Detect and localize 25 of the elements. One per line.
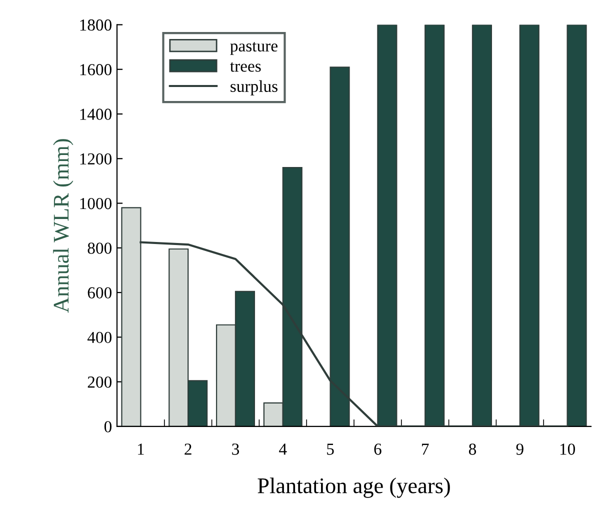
x-tick-label: 7: [422, 444, 429, 455]
x-axis-title: Plantation age (years): [258, 478, 450, 498]
x-tick-label: 2: [184, 444, 192, 455]
x-tick-label: 10: [560, 444, 575, 455]
y-tick-label: 1000: [80, 198, 112, 210]
x-tick-label: 3: [232, 444, 240, 455]
legend-label: surplus: [230, 80, 278, 96]
x-tick-label: 6: [374, 444, 382, 455]
x-tick-label: 4: [279, 444, 287, 455]
y-axis-title: Annual WLR (mm): [53, 139, 74, 313]
x-tick-label: 5: [327, 444, 334, 455]
y-tick-label: 1200: [80, 153, 112, 165]
y-tick-label: 1600: [80, 64, 112, 76]
y-tick-label: 600: [88, 287, 112, 298]
legend-label: trees: [230, 62, 261, 72]
x-tick-label: 1: [138, 444, 144, 455]
y-tick-label: 0: [104, 421, 112, 432]
y-tick-label: 800: [88, 242, 112, 254]
x-tick-label: 8: [468, 444, 476, 455]
x-tick-label: 9: [516, 444, 524, 455]
legend-label: pasture: [230, 42, 278, 55]
y-tick-label: 1400: [80, 108, 112, 120]
y-tick-label: 400: [87, 332, 112, 344]
y-tick-label: 1800: [80, 19, 112, 31]
y-tick-label: 200: [88, 376, 112, 388]
